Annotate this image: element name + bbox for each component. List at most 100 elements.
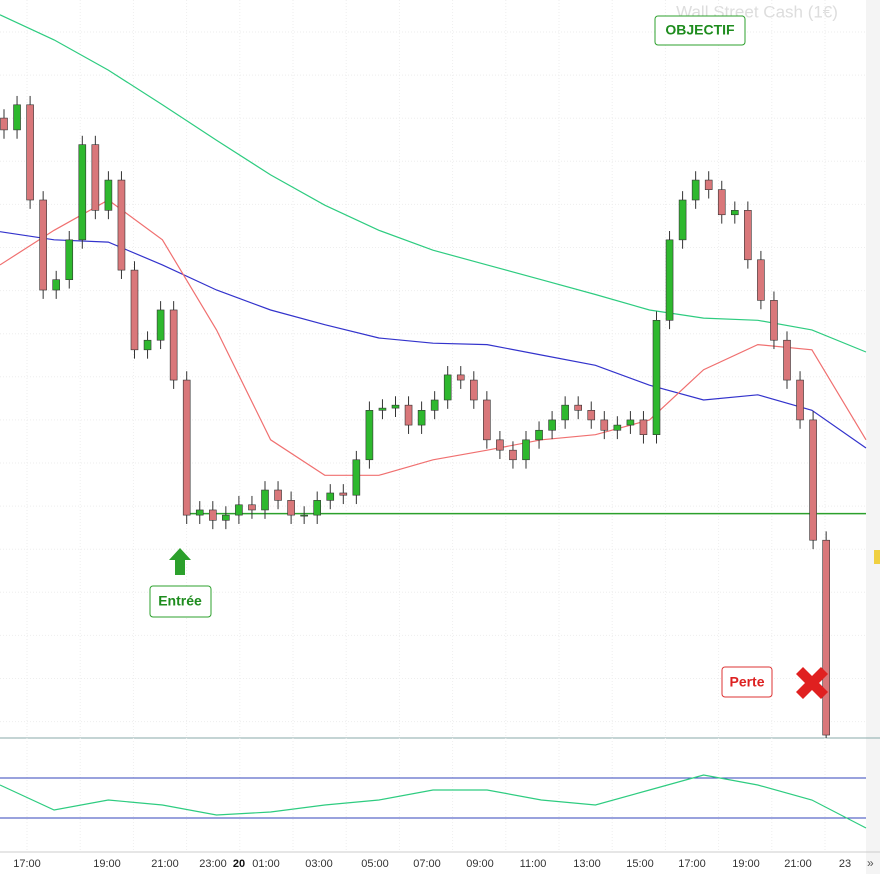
candle-body: [522, 439, 530, 461]
candle-body: [574, 404, 583, 411]
x-tick-label: 11:00: [520, 858, 547, 870]
candle-body: [391, 404, 400, 409]
candle-body: [0, 117, 8, 131]
candle-body: [13, 104, 21, 131]
x-tick-label: 19:00: [732, 858, 760, 870]
x-tick-label: 17:00: [678, 858, 706, 870]
candle-body: [261, 489, 269, 511]
x-tick-label: 15:00: [626, 858, 654, 870]
scroll-button[interactable]: »: [867, 856, 874, 870]
x-tick-label: 03:00: [305, 858, 333, 870]
loss-label: Perte: [729, 674, 764, 690]
entry-box: [149, 585, 212, 618]
candle-body: [104, 179, 113, 211]
x-tick-label: 09:00: [466, 858, 494, 870]
candle-body: [535, 429, 543, 441]
candle-body: [378, 407, 387, 411]
rsi-line: [0, 774, 867, 829]
x-tick-label: 01:00: [252, 858, 280, 870]
candle-body: [182, 379, 191, 516]
candle-body: [143, 339, 152, 351]
candle-body: [456, 374, 465, 381]
candle-body: [352, 459, 361, 496]
candle-body: [365, 410, 374, 461]
candle-body: [248, 504, 256, 511]
moving-average: [0, 231, 867, 449]
x-tick-label: 23: [839, 858, 851, 870]
x-tick-label: 19:00: [93, 858, 121, 870]
candle-body: [757, 259, 765, 301]
candle-body: [65, 239, 74, 281]
candle-body: [156, 309, 165, 341]
candle-body: [404, 404, 413, 426]
entry-label: Entrée: [158, 593, 202, 609]
candle-body: [783, 339, 791, 381]
candle-body: [691, 179, 700, 201]
candle-body: [717, 189, 726, 216]
candle-body: [639, 419, 648, 435]
candle-body: [548, 419, 556, 431]
candle-body: [509, 449, 517, 461]
target-box: [654, 15, 746, 46]
candle-body: [652, 319, 661, 435]
candle-body: [443, 374, 452, 401]
candle-body: [496, 439, 504, 451]
loss-cross: [796, 667, 828, 699]
candle-body: [222, 514, 230, 521]
candle-body: [39, 199, 47, 291]
x-tick-label: 05:00: [361, 858, 389, 870]
candle-body: [287, 500, 295, 516]
x-tick-label: 13:00: [573, 858, 601, 870]
entry-arrow: [169, 548, 191, 575]
candle-body: [430, 399, 439, 411]
candle-body: [52, 279, 61, 291]
loss-box: [721, 666, 773, 698]
x-tick-label: 07:00: [413, 858, 441, 870]
candle-body: [209, 509, 217, 521]
candle-body: [169, 309, 178, 381]
candle-body: [130, 269, 139, 351]
candle-body: [483, 399, 491, 441]
candle-body: [796, 379, 804, 421]
price-axis: [866, 0, 880, 874]
candle-body: [678, 199, 687, 241]
x-tick-label: 21:00: [151, 858, 179, 870]
x-tick-label: 23:00: [199, 858, 227, 870]
candle-body: [469, 379, 478, 401]
candle-body: [665, 239, 674, 321]
candle-body: [704, 179, 713, 190]
candle-body: [326, 492, 335, 501]
plot: 17:00 19:00 21:00 23:00 01:00 03:00 05:00 07:00…: [0, 14, 867, 870]
candle-body: [78, 144, 87, 241]
candle-body: [613, 424, 622, 431]
candle-body: [809, 419, 817, 541]
candle-body: [117, 179, 126, 271]
candle-body: [626, 419, 635, 426]
candle-body: [91, 144, 100, 211]
moving-average: [0, 199, 867, 476]
target-label: OBJECTIF: [665, 22, 735, 38]
x-tick-label: 21:00: [784, 858, 812, 870]
candle-body: [730, 210, 739, 216]
day-label: 20: [233, 858, 245, 870]
candle-body: [195, 509, 204, 516]
candle-body: [300, 514, 308, 517]
candle-body: [26, 104, 34, 201]
candle-body: [417, 410, 426, 426]
candle-body: [313, 500, 322, 516]
x-tick-label: 17:00: [13, 858, 41, 870]
candle-body: [339, 492, 348, 496]
candle-body: [744, 210, 752, 261]
moving-average: [0, 14, 867, 353]
candle-body: [587, 410, 596, 421]
candle-body: [235, 504, 243, 516]
candle-body: [822, 539, 830, 736]
price-marker: [874, 550, 880, 564]
candle-body: [561, 404, 569, 421]
candle-body: [770, 300, 778, 341]
candle-body: [274, 489, 282, 501]
candle-body: [600, 419, 609, 431]
